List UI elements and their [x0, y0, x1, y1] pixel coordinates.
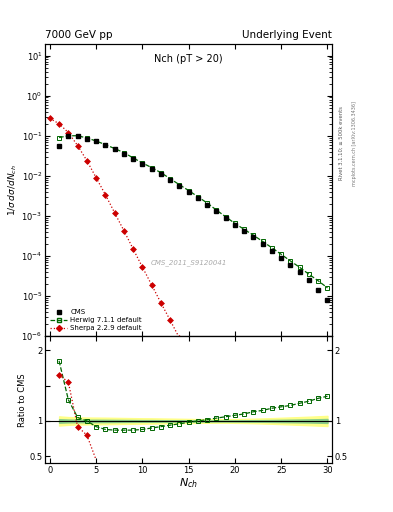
Y-axis label: Ratio to CMS: Ratio to CMS [18, 373, 26, 426]
Text: Nch (pT > 20): Nch (pT > 20) [154, 54, 223, 64]
X-axis label: $N_{ch}$: $N_{ch}$ [179, 477, 198, 490]
Text: mcplots.cern.ch [arXiv:1306.3436]: mcplots.cern.ch [arXiv:1306.3436] [352, 101, 357, 186]
Legend: CMS, Herwig 7.1.1 default, Sherpa 2.2.9 default: CMS, Herwig 7.1.1 default, Sherpa 2.2.9 … [49, 308, 143, 333]
Y-axis label: $1/\sigma\,d\sigma/dN_{ch}$: $1/\sigma\,d\sigma/dN_{ch}$ [6, 164, 18, 216]
Text: CMS_2011_S9120041: CMS_2011_S9120041 [151, 260, 227, 266]
Text: Underlying Event: Underlying Event [242, 30, 332, 40]
Text: 7000 GeV pp: 7000 GeV pp [45, 30, 113, 40]
Text: Rivet 3.1.10; ≥ 500k events: Rivet 3.1.10; ≥ 500k events [339, 106, 344, 180]
